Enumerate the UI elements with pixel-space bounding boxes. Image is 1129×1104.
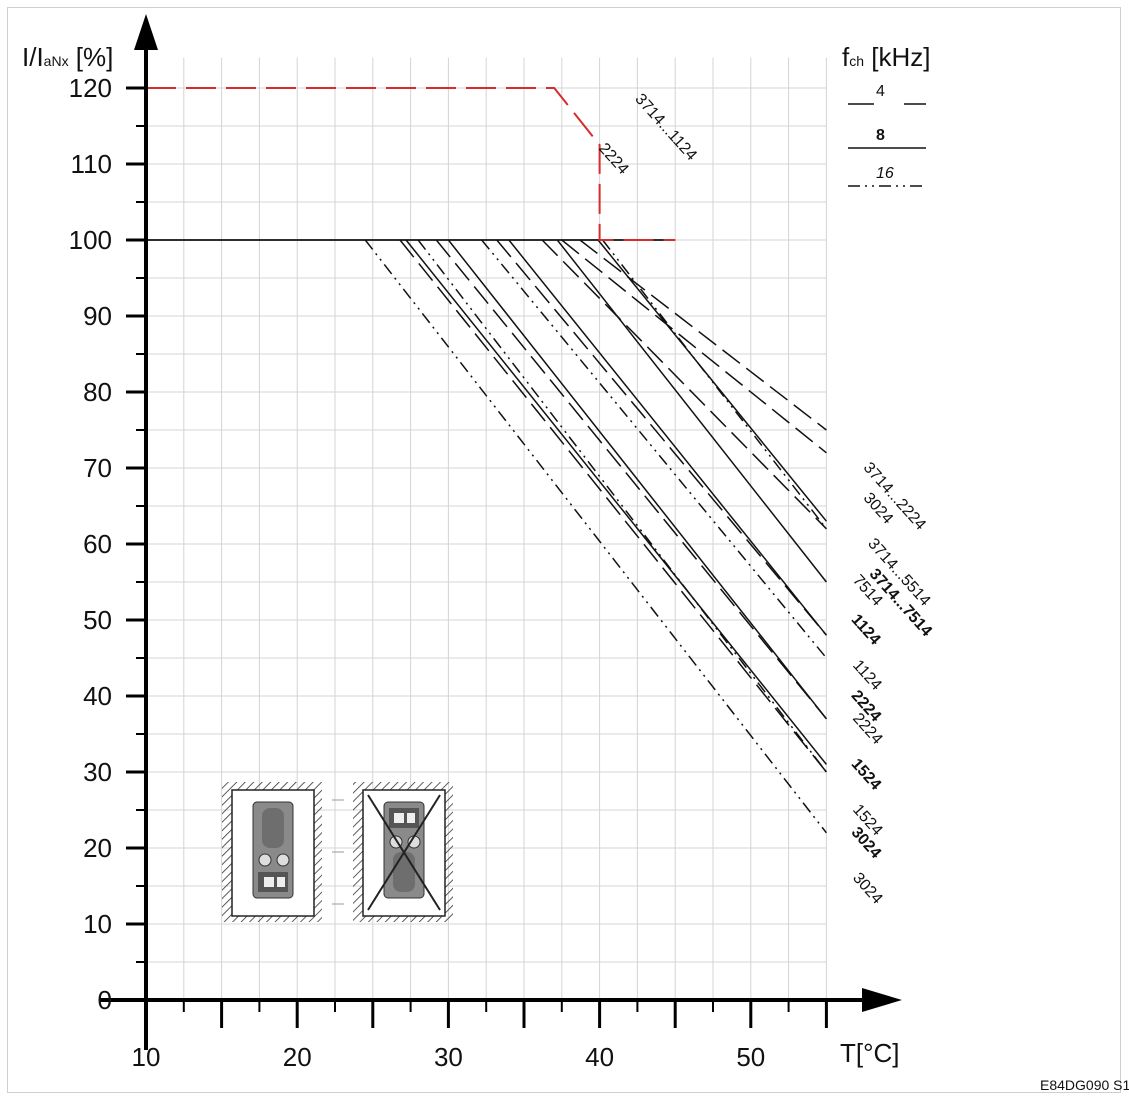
line-label: 1524 — [848, 756, 885, 794]
series-lines — [146, 87, 827, 834]
series-line-4khz — [399, 239, 827, 773]
legend-label-8khz: 8 — [876, 127, 885, 144]
series-line-4khz — [496, 239, 827, 636]
line-labels: 3714...112422243714...222430243714...551… — [595, 91, 935, 908]
series-line-16khz — [417, 239, 827, 773]
series-line-16khz — [481, 239, 827, 659]
x-axis-title: T[°C] — [840, 1038, 900, 1068]
y-tick-label: 10 — [83, 909, 112, 939]
fch-axis-title: fch [kHz] — [842, 42, 930, 72]
y-tick-label: 0 — [98, 985, 112, 1015]
series-line-16khz — [364, 239, 827, 834]
series-line-8khz — [447, 239, 827, 720]
x-tick-label: 20 — [283, 1042, 312, 1072]
y-tick-label: 70 — [83, 453, 112, 483]
legend-label-4khz: 4 — [876, 83, 885, 100]
x-tick-label: 50 — [736, 1042, 765, 1072]
line-label: 3714...1124 — [631, 91, 699, 164]
y-tick-label: 120 — [69, 73, 112, 103]
series-line-8khz — [597, 239, 827, 522]
legend-label-16khz: 16 — [876, 165, 894, 182]
mounting-icon-inverted-crossed — [353, 782, 453, 922]
series-line-4khz — [435, 239, 827, 720]
overload-curve — [146, 87, 676, 241]
y-tick-label: 40 — [83, 681, 112, 711]
y-tick-label: 20 — [83, 833, 112, 863]
x-axis-arrow — [862, 988, 902, 1012]
series-line-8khz — [556, 239, 827, 583]
figure-code: E84DG090 S1 — [1040, 1077, 1129, 1093]
y-tick-label: 80 — [83, 377, 112, 407]
series-line-16khz — [602, 239, 827, 530]
series-line-4khz — [579, 239, 827, 431]
x-tick-label: 40 — [585, 1042, 614, 1072]
mounting-icon-upright — [222, 782, 322, 922]
y-tick-label: 30 — [83, 757, 112, 787]
y-tick-label: 110 — [71, 149, 112, 179]
y-axis-title: I/IaNx [%] — [22, 42, 113, 72]
line-label: 1124 — [849, 657, 885, 694]
line-label: 1124 — [848, 611, 884, 648]
y-axis-arrow — [134, 14, 158, 50]
series-line-8khz — [405, 239, 827, 765]
series-line-8khz — [508, 239, 827, 636]
y-tick-label: 100 — [69, 225, 112, 255]
axes: 0 10 20 30 40 50 60 70 80 90 100 110 120 10 20 30 40 50 — [69, 14, 902, 1072]
line-label: 3024 — [849, 870, 886, 908]
series-line-4khz — [561, 239, 827, 454]
x-tick-label: 10 — [132, 1042, 161, 1072]
x-tick-label: 30 — [434, 1042, 463, 1072]
legend: 4 8 16 — [848, 83, 926, 187]
series-line-4khz — [541, 239, 827, 530]
figure-frame — [7, 7, 1121, 1093]
y-tick-label: 90 — [83, 301, 112, 331]
y-tick-label: 50 — [83, 605, 112, 635]
y-tick-label: 60 — [83, 529, 112, 559]
